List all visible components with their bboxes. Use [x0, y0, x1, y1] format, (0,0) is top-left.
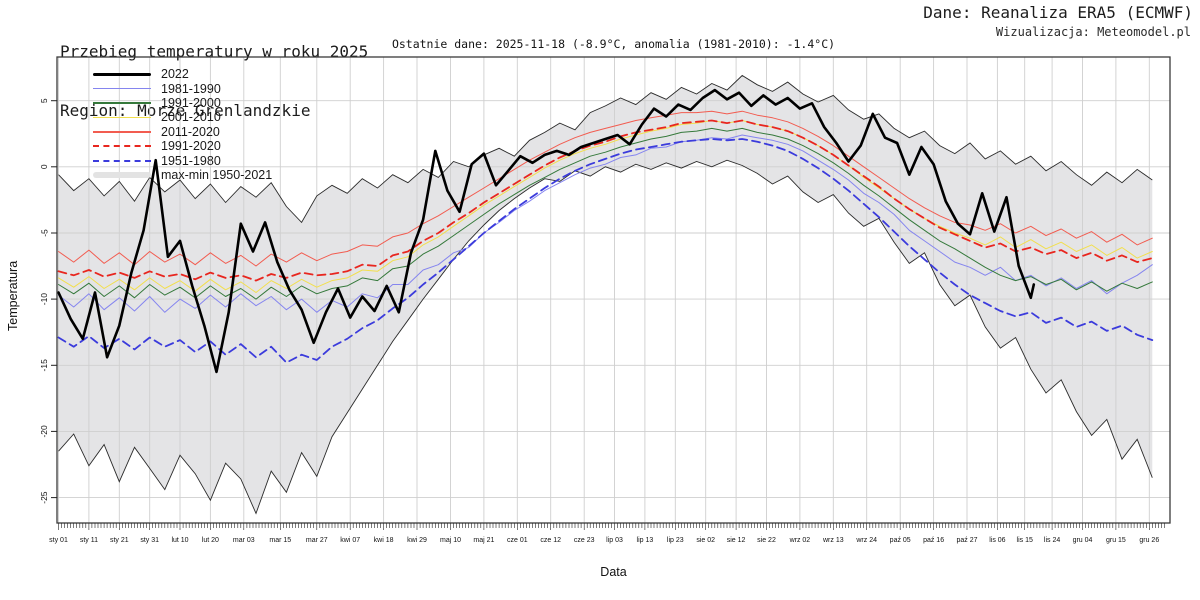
x-tick-label: maj 21: [473, 537, 494, 544]
x-tick-label: wrz 02: [789, 537, 811, 544]
legend-label: max-min 1950-2021: [161, 167, 273, 182]
legend-swatch: [93, 87, 151, 90]
legend-label: 1951-1980: [161, 153, 221, 168]
y-axis-title: Temperatura: [6, 260, 20, 331]
y-tick-label: -20: [39, 425, 49, 438]
x-tick-label: paź 16: [923, 537, 944, 544]
x-tick-label: sty 31: [140, 537, 159, 544]
chart-legend: 2022 1981-1990 1991-2000 2001-2010 2011-2020…: [93, 67, 272, 182]
y-tick-label: -5: [39, 229, 49, 237]
legend-swatch: [93, 72, 151, 76]
plot-frame: [56, 56, 1171, 524]
legend-item-1981-1990: 1981-1990: [93, 81, 272, 96]
x-tick-label: sie 22: [757, 537, 776, 544]
x-tick-label: cze 23: [574, 537, 595, 544]
legend-label: 1991-2000: [161, 95, 221, 110]
x-tick-label: mar 15: [269, 537, 291, 544]
series-2011-2020: [58, 110, 1153, 267]
x-tick-label: lis 24: [1044, 537, 1060, 544]
legend-label: 2011-2020: [161, 124, 220, 139]
x-tick-label: paź 05: [890, 537, 911, 544]
x-tick-label: sty 21: [110, 537, 129, 544]
x-tick-label: lip 23: [667, 537, 684, 544]
series-1981-1990: [58, 134, 1153, 313]
grid-lines: [57, 57, 1170, 523]
legend-label: 2022: [161, 67, 189, 82]
legend-item-1951-1980: 1951-1980: [93, 153, 272, 168]
legend-label: 2001-2010: [161, 110, 221, 125]
x-tick-label: cze 01: [507, 537, 528, 544]
x-tick-label: lip 13: [637, 537, 654, 544]
x-tick-label: lis 15: [1017, 537, 1033, 544]
series-2022: [57, 88, 1036, 374]
x-tick-label: sie 12: [727, 537, 746, 544]
x-axis: sty 01 sty 11 sty 21 sty 31 lut 10 lut 20 mar …: [49, 523, 1165, 544]
x-tick-label: cze 12: [540, 537, 561, 544]
legend-item-max-min-1950-2021: max-min 1950-2021: [93, 168, 272, 182]
x-tick-label: mar 03: [233, 537, 255, 544]
x-tick-label: sie 02: [696, 537, 715, 544]
legend-swatch: [93, 159, 151, 162]
legend-swatch: [93, 102, 151, 104]
y-tick-label: -10: [39, 293, 49, 306]
y-tick-label: 5: [39, 98, 49, 103]
x-tick-label: kwi 29: [407, 537, 427, 544]
legend-label: 1981-1990: [161, 81, 221, 96]
legend-item-2022: 2022: [93, 67, 272, 81]
x-tick-label: lut 20: [202, 537, 219, 544]
data-source-label: Dane: Reanaliza ERA5 (ECMWF): [923, 3, 1193, 22]
x-tick-label: wrz 13: [822, 537, 844, 544]
visualization-credit: Wizualizacja: Meteomodel.pl: [995, 25, 1191, 39]
x-tick-label: gru 15: [1106, 537, 1126, 544]
x-tick-label: mar 27: [306, 537, 328, 544]
series-1991-2020: [57, 119, 1154, 282]
y-axis: 5 0 -5 -10 -15 -20 -25: [39, 98, 57, 504]
x-tick-label: lip 03: [606, 537, 623, 544]
x-tick-label: maj 10: [440, 537, 461, 544]
y-tick-label: -15: [39, 359, 49, 372]
x-tick-label: wrz 24: [855, 537, 877, 544]
x-axis-title: Data: [600, 565, 627, 579]
legend-label: 1991-2020: [161, 139, 221, 154]
series-1951-1980: [57, 138, 1154, 364]
page-title: Przebieg temperatury w roku 2025: [60, 42, 369, 61]
x-tick-label: gru 04: [1073, 537, 1093, 544]
legend-swatch: [93, 145, 151, 148]
region-subtitle: Region: Morze Grenlandzkie: [60, 100, 311, 120]
x-tick-label: sty 11: [80, 537, 98, 544]
series-2001-2010: [58, 120, 1153, 293]
legend-swatch: [93, 171, 151, 178]
y-tick-label: 0: [39, 164, 49, 169]
series-1991-2000: [58, 127, 1153, 300]
x-tick-label: kwi 07: [340, 537, 360, 544]
band-max-line: [58, 74, 1153, 224]
legend-item-2011-2020: 2011-2020: [93, 125, 272, 139]
band-min-line: [58, 159, 1153, 515]
legend-swatch: [93, 130, 151, 133]
x-tick-label: sty 01: [49, 537, 68, 544]
x-tick-label: kwi 18: [374, 537, 394, 544]
legend-item-1991-2000: 1991-2000: [93, 96, 272, 110]
max-min-band: [58, 75, 1153, 514]
legend-item-2001-2010: 2001-2010: [93, 110, 272, 124]
legend-item-1991-2020: 1991-2020: [93, 139, 272, 153]
x-tick-label: lut 10: [171, 537, 188, 544]
latest-data-annotation: Ostatnie dane: 2025-11-18 (-8.9°C, anoma…: [391, 37, 836, 51]
x-tick-label: lis 06: [989, 537, 1005, 544]
x-tick-label: paź 27: [956, 537, 977, 544]
y-tick-label: -25: [39, 491, 49, 504]
x-tick-label: gru 26: [1139, 537, 1159, 544]
legend-swatch: [93, 116, 151, 119]
